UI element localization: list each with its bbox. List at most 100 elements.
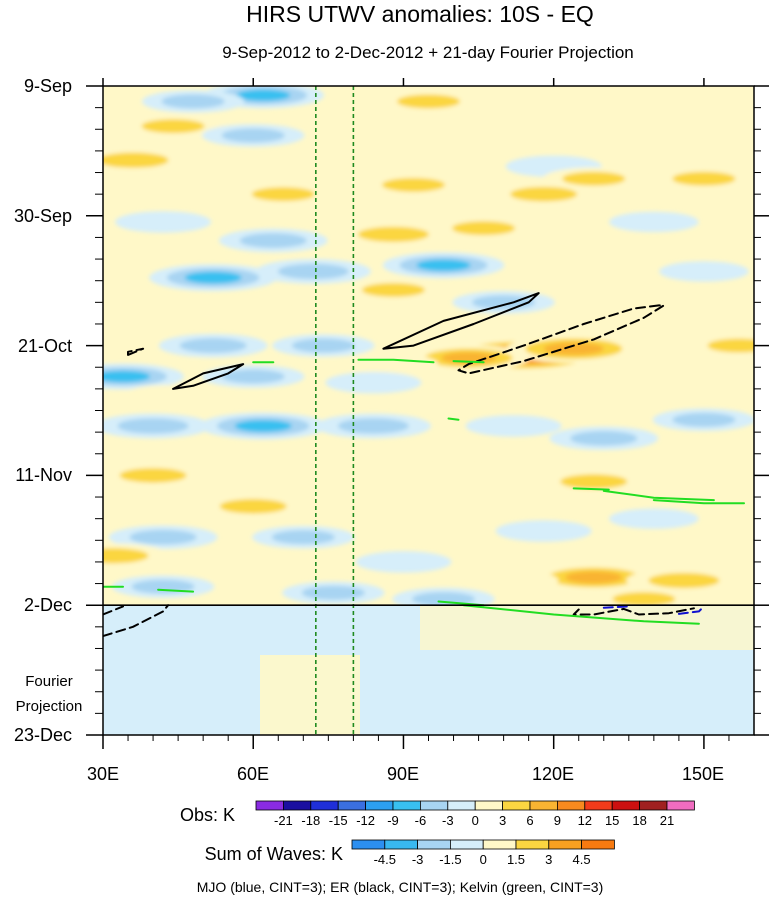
anomaly-blob bbox=[123, 384, 213, 406]
anomaly-blob bbox=[355, 551, 452, 573]
anomaly-level bbox=[239, 233, 307, 248]
waves-colorbar-label: 3 bbox=[545, 852, 552, 867]
projection-label: Fourier Projection bbox=[16, 673, 83, 715]
er-contour bbox=[382, 292, 540, 350]
anomaly-blob bbox=[565, 297, 662, 320]
anomaly-level bbox=[221, 369, 285, 384]
anomaly-level bbox=[277, 263, 349, 280]
obs-colorbar-label: -9 bbox=[387, 813, 399, 828]
waves-colorbar-swatch bbox=[417, 839, 451, 850]
obs-colorbar-label: -3 bbox=[442, 813, 454, 828]
anomaly-blob bbox=[111, 575, 215, 598]
anomaly-level bbox=[161, 94, 225, 109]
anomaly-blob bbox=[548, 230, 639, 251]
anomaly-level bbox=[291, 338, 355, 353]
waves-colorbar-swatch bbox=[482, 839, 517, 850]
anomaly-level bbox=[365, 489, 462, 511]
anomaly-blob bbox=[489, 182, 599, 207]
obs-colorbar-label: 21 bbox=[660, 813, 674, 828]
x-tick-label: 60E bbox=[237, 764, 269, 784]
anomaly-blob bbox=[659, 304, 749, 325]
mjo-contour bbox=[677, 605, 705, 615]
anomaly-level bbox=[565, 297, 662, 320]
obs-colorbar-swatch bbox=[447, 800, 476, 811]
anomaly-level bbox=[129, 529, 197, 545]
anomaly-blob bbox=[335, 221, 452, 247]
anomaly-blob bbox=[282, 581, 385, 605]
anomaly-blob bbox=[103, 495, 172, 518]
anomaly-level bbox=[707, 338, 754, 353]
anomaly-level bbox=[234, 419, 292, 432]
anomaly-level bbox=[236, 89, 291, 102]
obs-colorbar-swatch bbox=[611, 800, 641, 811]
anomaly-blob bbox=[348, 353, 439, 375]
y-tick-label: 11-Nov bbox=[15, 465, 72, 485]
anomaly-blob bbox=[198, 494, 308, 519]
obs-colorbar-swatch bbox=[337, 800, 367, 811]
y-tick-label: 9-Sep bbox=[24, 76, 72, 96]
anomaly-blob bbox=[255, 259, 371, 284]
anomaly-blob bbox=[452, 291, 555, 314]
anomaly-blob bbox=[609, 384, 699, 406]
anomaly-level bbox=[495, 520, 592, 542]
kelvin-contour bbox=[357, 358, 435, 364]
y-tick-labels: 9-Sep 30-Sep 21-Oct 11-Nov 2-Dec 23-Dec bbox=[14, 76, 72, 745]
waves-colorbar: Sum of Waves: K -4.5 -3 -1.5 0 1.5 3 4.5 bbox=[205, 839, 615, 867]
waves-colorbar-swatches: -4.5 -3 -1.5 0 1.5 3 4.5 bbox=[351, 839, 615, 867]
anomaly-blob bbox=[158, 333, 268, 358]
waves-colorbar-label: 1.5 bbox=[507, 852, 525, 867]
anomaly-level bbox=[271, 530, 335, 545]
anomaly-level bbox=[510, 186, 578, 202]
anomaly-level bbox=[184, 271, 242, 284]
anomaly-level bbox=[565, 571, 623, 584]
anomaly-level bbox=[117, 418, 189, 434]
waves-colorbar-label: -4.5 bbox=[374, 852, 396, 867]
anomaly-level bbox=[358, 226, 429, 242]
waves-colorbar-label: -1.5 bbox=[439, 852, 461, 867]
anomaly-blob bbox=[468, 570, 559, 591]
chart-title: HIRS UTWV anomalies: 10S - EQ bbox=[246, 1, 594, 27]
anomaly-blob bbox=[377, 90, 480, 113]
anomaly-blob bbox=[609, 211, 699, 233]
er-contour bbox=[103, 604, 170, 638]
anomaly-blob bbox=[198, 557, 289, 579]
anomaly-level bbox=[468, 119, 559, 140]
anomaly-blob bbox=[331, 119, 416, 139]
anomaly-level bbox=[123, 384, 213, 406]
anomaly-blob bbox=[115, 211, 212, 233]
anomaly-level bbox=[612, 592, 676, 605]
anomaly-blob bbox=[103, 463, 208, 488]
mjo-contour bbox=[602, 605, 630, 609]
anomaly-level bbox=[609, 211, 699, 233]
anomaly-level bbox=[672, 171, 736, 186]
anomaly-level bbox=[103, 495, 172, 518]
anomaly-blob bbox=[645, 464, 742, 487]
y-tick-label: 30-Sep bbox=[14, 206, 72, 226]
waves-colorbar-swatch bbox=[515, 839, 550, 850]
kelvin-contour bbox=[452, 360, 485, 364]
wave-contours bbox=[103, 292, 745, 638]
anomaly-level bbox=[609, 508, 699, 529]
obs-colorbar-swatch bbox=[392, 800, 421, 811]
x-tick-labels: 30E 60E 90E 120E 150E bbox=[87, 764, 724, 784]
obs-colorbar-label: 12 bbox=[578, 813, 592, 828]
anomaly-blob bbox=[626, 568, 742, 593]
anomaly-level bbox=[609, 384, 699, 406]
er-contour bbox=[103, 605, 124, 616]
anomaly-level bbox=[103, 370, 151, 383]
x-tick-label: 150E bbox=[682, 764, 724, 784]
er-contour bbox=[127, 347, 145, 356]
obs-colorbar-swatch bbox=[502, 800, 531, 811]
x-tick-label: 30E bbox=[87, 764, 119, 784]
anomaly-blob bbox=[103, 316, 178, 338]
obs-colorbar-swatch bbox=[529, 800, 558, 811]
waves-colorbar-swatch bbox=[351, 839, 386, 850]
projection-label-line: Fourier bbox=[25, 673, 73, 690]
observation-field bbox=[103, 86, 754, 605]
obs-colorbar-swatch bbox=[474, 800, 504, 811]
anomaly-blob bbox=[652, 408, 754, 432]
obs-colorbar-label: 0 bbox=[472, 813, 479, 828]
obs-colorbar-swatch bbox=[666, 800, 695, 811]
obs-colorbar-label: 18 bbox=[632, 813, 646, 828]
x-tick-label: 90E bbox=[387, 764, 419, 784]
